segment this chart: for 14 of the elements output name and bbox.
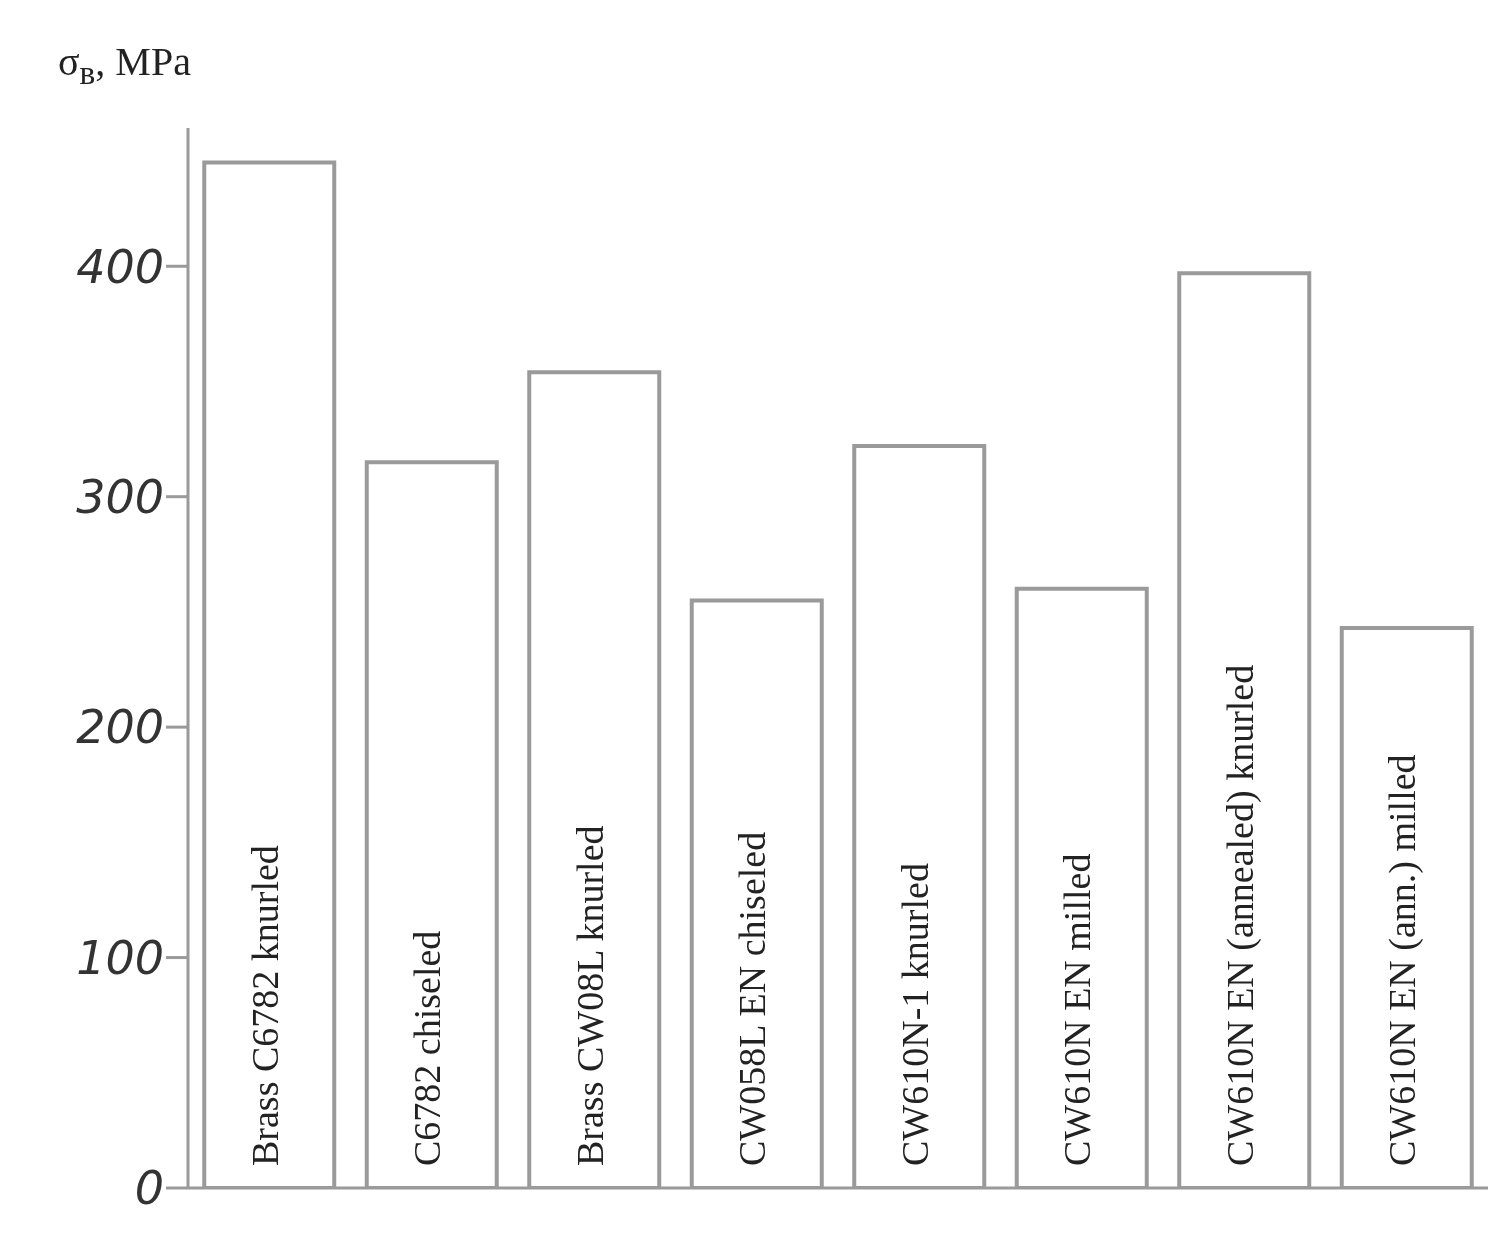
x-tick-label: CW610N-1 knurled bbox=[893, 863, 936, 1166]
y-tick-label: 200 bbox=[76, 700, 164, 755]
x-tick-label: Brass C6782 knurled bbox=[243, 845, 286, 1166]
y-axis-title: σ$_{в}$, MPa bbox=[58, 38, 191, 92]
y-tick-label: 0 bbox=[134, 1161, 164, 1216]
x-tick-label: CW610N EN (ann.) milled bbox=[1381, 754, 1425, 1166]
x-tick-label: CW610N EN milled bbox=[1056, 853, 1099, 1166]
y-tick-label: 300 bbox=[76, 470, 164, 525]
x-tick-label: CW058L EN chiseled bbox=[731, 831, 774, 1166]
x-tick-label: Brass CW08L knurled bbox=[568, 825, 611, 1166]
x-tick-label: C6782 chiseled bbox=[406, 930, 449, 1166]
y-tick-label: 400 bbox=[76, 239, 164, 294]
x-tick-label: CW610N EN (annealed) knurled bbox=[1218, 664, 1262, 1166]
y-tick-label: 100 bbox=[76, 930, 164, 985]
